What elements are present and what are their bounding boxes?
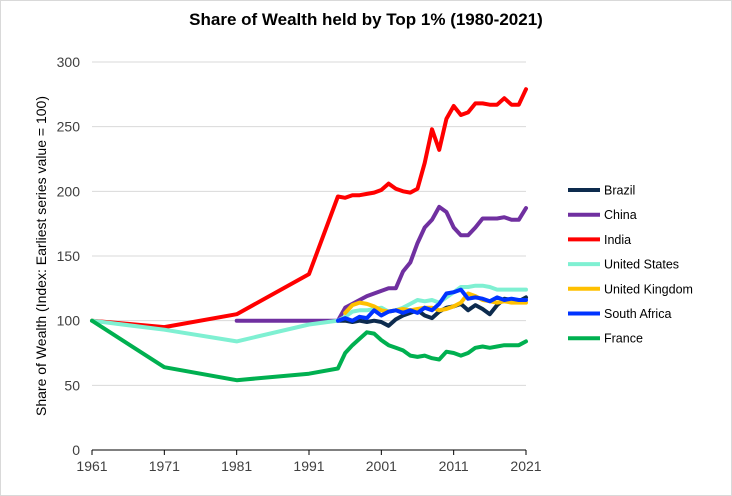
legend-label-united-states: United States xyxy=(604,258,679,272)
x-tick-label: 1961 xyxy=(76,458,107,474)
series-line-india xyxy=(90,87,528,330)
series-line-united-states xyxy=(90,283,528,344)
x-tick-label: 1981 xyxy=(221,458,252,474)
series-line-south-africa xyxy=(335,287,528,323)
legend-label-india: India xyxy=(604,233,631,247)
y-tick-label: 300 xyxy=(57,54,81,70)
y-axis-title: Share of Wealth (Index: Earliest series … xyxy=(33,96,49,416)
legend-label-united-kingdom: United Kingdom xyxy=(604,282,693,296)
series-line-china xyxy=(234,204,528,323)
series-line-brazil xyxy=(335,295,528,328)
series-line-france xyxy=(90,318,528,383)
legend: Brazil China India United States United King… xyxy=(568,184,693,346)
series-lines xyxy=(90,87,528,383)
chart-title: Share of Wealth held by Top 1% (1980-202… xyxy=(189,10,543,29)
axes: 0 50 100 150 200 250 300 1961 1971 1981 1991 2001 20… xyxy=(57,54,542,474)
legend-label-south-africa: South Africa xyxy=(604,307,671,321)
y-tick-label: 0 xyxy=(72,442,80,458)
gridlines xyxy=(92,61,526,386)
legend-label-brazil: Brazil xyxy=(604,184,635,198)
x-tick-label: 1991 xyxy=(293,458,324,474)
x-tick-label: 2021 xyxy=(510,458,541,474)
x-tick-label: 2011 xyxy=(439,458,469,474)
y-tick-label: 50 xyxy=(64,377,80,393)
y-tick-label: 100 xyxy=(57,313,81,329)
y-tick-label: 250 xyxy=(57,119,81,135)
legend-label-france: France xyxy=(604,332,643,346)
y-tick-label: 200 xyxy=(57,183,81,199)
x-tick-label: 2001 xyxy=(366,458,397,474)
x-tick-label: 1971 xyxy=(149,458,180,474)
y-tick-label: 150 xyxy=(57,248,81,264)
legend-label-china: China xyxy=(604,208,637,222)
